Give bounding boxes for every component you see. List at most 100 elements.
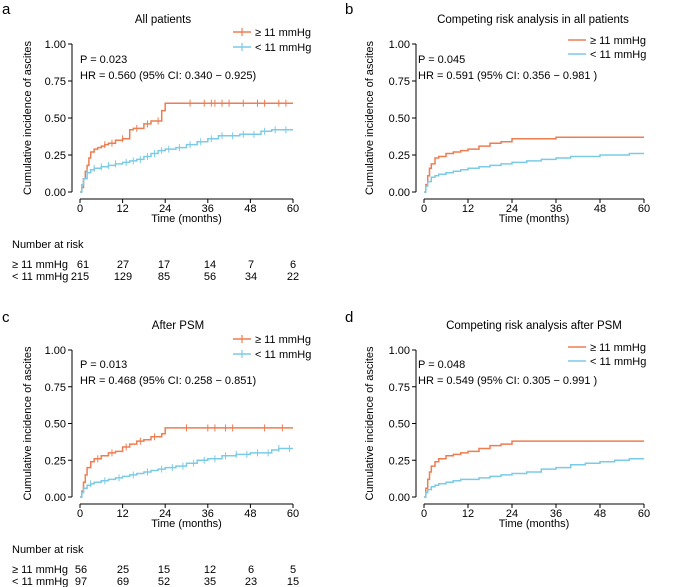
risk-cell: 97 bbox=[75, 576, 87, 587]
risk-cell: 25 bbox=[117, 564, 129, 576]
chart-panel-c: After PSM 0.00 0.25 0.50 0.75 1.00 0 12 24 36 48 60… bbox=[22, 320, 311, 530]
y-tick-label: 0.00 bbox=[389, 492, 410, 504]
panel-letter-a: a bbox=[2, 1, 11, 18]
series-line bbox=[424, 458, 644, 498]
y-tick-label: 0.00 bbox=[389, 187, 410, 199]
x-axis-label: Time (months) bbox=[151, 213, 222, 225]
risk-cell: 22 bbox=[287, 271, 299, 283]
legend-label: < 11 mmHg bbox=[590, 49, 646, 61]
risk-row-label: ≥ 11 mmHg bbox=[12, 259, 68, 271]
y-tick-label: 0.50 bbox=[389, 419, 410, 431]
x-axis-label: Time (months) bbox=[499, 518, 570, 530]
legend-label: < 11 mmHg bbox=[590, 356, 646, 368]
x-tick-label: 48 bbox=[594, 203, 606, 215]
p-value: P = 0.048 bbox=[418, 359, 465, 371]
chart-title: Competing risk analysis after PSM bbox=[446, 320, 622, 332]
risk-cell: 5 bbox=[290, 564, 296, 576]
risk-cell: 6 bbox=[290, 259, 296, 271]
y-tick-label: 0.25 bbox=[389, 455, 410, 467]
chart-panel-d: Competing risk analysis after PSM 0.00 0.2… bbox=[364, 320, 650, 530]
y-tick-label: 0.50 bbox=[45, 419, 66, 431]
x-tick-label: 12 bbox=[462, 203, 474, 215]
hazard-ratio: HR = 0.591 (95% CI: 0.356 − 0.981 ) bbox=[418, 70, 597, 82]
y-tick-label: 0.75 bbox=[45, 382, 66, 394]
series-line bbox=[424, 440, 644, 498]
legend-label: ≥ 11 mmHg bbox=[255, 334, 311, 346]
p-value: P = 0.023 bbox=[80, 54, 127, 66]
risk-cell: 15 bbox=[287, 576, 299, 587]
x-tick-label: 24 bbox=[159, 203, 171, 215]
hazard-ratio: HR = 0.560 (95% CI: 0.340 − 0.925) bbox=[80, 70, 256, 82]
y-tick-label: 1.00 bbox=[45, 345, 66, 357]
risk-table-title: Number at risk bbox=[12, 239, 84, 251]
risk-table-c: Number at risk ≥ 11 mmHg < 11 mmHg 56 25… bbox=[12, 544, 299, 587]
risk-table-a: Number at risk ≥ 11 mmHg < 11 mmHg 61 27… bbox=[12, 239, 299, 283]
x-tick-label: 0 bbox=[421, 203, 427, 215]
x-tick-label: 60 bbox=[287, 203, 299, 215]
risk-cell: 6 bbox=[248, 564, 254, 576]
risk-cell: 23 bbox=[245, 576, 257, 587]
x-tick-label: 60 bbox=[638, 203, 650, 215]
x-tick-label: 48 bbox=[244, 203, 256, 215]
risk-cell: 52 bbox=[158, 576, 170, 587]
x-tick-label: 12 bbox=[116, 203, 128, 215]
risk-cell: 15 bbox=[158, 564, 170, 576]
legend-label: < 11 mmHg bbox=[255, 42, 311, 54]
p-value: P = 0.045 bbox=[418, 54, 465, 66]
x-tick-label: 0 bbox=[421, 508, 427, 520]
hazard-ratio: HR = 0.468 (95% CI: 0.258 − 0.851) bbox=[80, 375, 256, 387]
x-tick-label: 0 bbox=[77, 203, 83, 215]
y-tick-label: 0.50 bbox=[45, 113, 66, 125]
y-tick-label: 0.25 bbox=[45, 150, 66, 162]
risk-cell: 56 bbox=[204, 271, 216, 283]
risk-cell: 14 bbox=[204, 259, 216, 271]
risk-table-title: Number at risk bbox=[12, 544, 84, 556]
y-tick-label: 0.00 bbox=[45, 492, 66, 504]
risk-cell: 12 bbox=[204, 564, 216, 576]
series-line bbox=[424, 136, 644, 193]
x-tick-label: 60 bbox=[287, 508, 299, 520]
risk-cell: 85 bbox=[158, 271, 170, 283]
x-axis-label: Time (months) bbox=[499, 213, 570, 225]
series-line bbox=[80, 129, 293, 193]
chart-title: Competing risk analysis in all patients bbox=[437, 14, 629, 26]
x-tick-label: 36 bbox=[550, 203, 562, 215]
panel-letter-d: d bbox=[345, 309, 353, 326]
chart-panel-b: Competing risk analysis in all patients 0… bbox=[364, 14, 650, 225]
panel-letter-c: c bbox=[2, 309, 10, 326]
chart-title: After PSM bbox=[152, 320, 204, 332]
x-tick-label: 48 bbox=[244, 508, 256, 520]
y-tick-label: 1.00 bbox=[389, 345, 410, 357]
legend-label: ≥ 11 mmHg bbox=[590, 342, 646, 354]
hazard-ratio: HR = 0.549 (95% CI: 0.305 − 0.991 ) bbox=[418, 375, 597, 387]
x-tick-label: 12 bbox=[462, 508, 474, 520]
y-axis-label: Cumulative incidence of ascites bbox=[364, 40, 376, 195]
y-tick-label: 1.00 bbox=[45, 39, 66, 51]
x-tick-label: 36 bbox=[202, 203, 214, 215]
y-tick-label: 0.75 bbox=[389, 76, 410, 88]
y-axis-label: Cumulative incidence of ascites bbox=[22, 346, 34, 501]
risk-cell: 61 bbox=[77, 259, 89, 271]
p-value: P = 0.013 bbox=[80, 359, 127, 371]
y-axis-label: Cumulative incidence of ascites bbox=[364, 346, 376, 501]
y-tick-label: 0.75 bbox=[389, 382, 410, 394]
x-tick-label: 48 bbox=[594, 508, 606, 520]
x-tick-label: 36 bbox=[202, 508, 214, 520]
risk-row-label: < 11 mmHg bbox=[12, 576, 68, 587]
risk-cell: 129 bbox=[114, 271, 132, 283]
risk-cell: 27 bbox=[117, 259, 129, 271]
chart-title: All patients bbox=[135, 14, 192, 26]
legend-label: ≥ 11 mmHg bbox=[255, 27, 311, 39]
risk-row-label: ≥ 11 mmHg bbox=[12, 564, 68, 576]
y-tick-label: 0.75 bbox=[45, 76, 66, 88]
chart-panel-a: All patients 0.00 0.25 0.50 0.75 1.00 0 12 24 36 4… bbox=[22, 14, 311, 225]
x-axis-label: Time (months) bbox=[151, 518, 222, 530]
panel-letter-b: b bbox=[345, 1, 353, 18]
risk-cell: 7 bbox=[248, 259, 254, 271]
risk-cell: 35 bbox=[204, 576, 216, 587]
risk-cell: 56 bbox=[75, 564, 87, 576]
series-line bbox=[424, 152, 644, 193]
x-tick-label: 60 bbox=[638, 508, 650, 520]
legend-label: < 11 mmHg bbox=[255, 349, 311, 361]
y-tick-label: 0.25 bbox=[389, 150, 410, 162]
